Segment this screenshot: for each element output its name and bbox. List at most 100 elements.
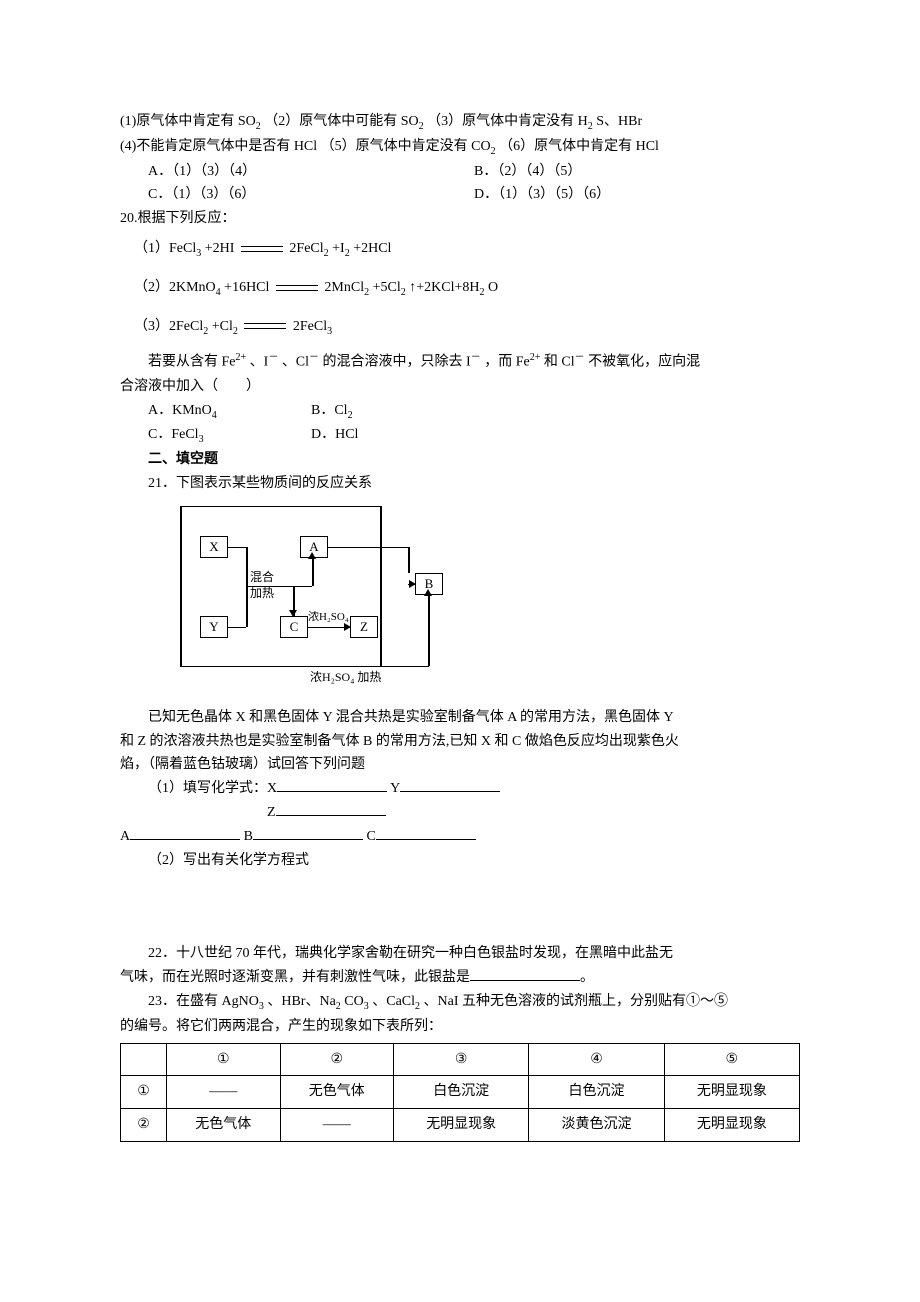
txt: C．FeCl [148,427,199,442]
txt: A [120,829,130,844]
diagram-line [380,506,382,586]
q19-opt-c: C．（1）（3）（6） [148,183,474,207]
q22-line1: 22．十八世纪 70 年代，瑞典化学家舍勒在研究一种白色银盐时发现，在黑暗中此盐… [120,942,800,966]
blank-field[interactable] [253,826,363,840]
txt: (1)原气体中肯定有 SO [120,114,256,129]
node-c: C [280,616,308,638]
sub: 2 [419,121,424,132]
txt: 2MnCl [324,280,364,295]
q23-line1: 23．在盛有 AgNO3 、HBr、Na2 CO3 、CaCl2 、NaI 五种… [120,990,800,1015]
blank-field[interactable] [130,826,240,840]
txt: （2）2KMnO [134,280,216,295]
sup: 2+ [530,352,541,363]
diagram-line [312,558,314,586]
txt: Y [390,781,400,796]
txt: （1）FeCl [134,241,196,256]
q21-sub1: （1）填写化学式：X Y [120,777,800,801]
sub: 3 [259,1001,264,1012]
table-header-cell: ⑤ [664,1043,799,1076]
sub: 4 [216,287,221,298]
diagram-line [380,666,429,668]
txt: CO [344,994,363,1009]
diagram-line [328,547,408,549]
equals-line-icon [241,246,283,252]
txt: （3）2FeCl [134,319,203,334]
sub: 2 [588,121,593,132]
txt: +2HI [205,241,235,256]
q21-subabc: A B C [120,825,800,849]
q20-eq3: （3）2FeCl2 +Cl2 2FeCl3 [134,315,800,340]
blank-field[interactable] [276,802,386,816]
table-cell: 无明显现象 [664,1109,799,1142]
q20-opt-d: D．HCl [311,423,474,448]
table-header-cell: ① [166,1043,280,1076]
txt: 、NaI 五种无色溶液的试剂瓶上，分别贴有①～⑤ [424,994,729,1009]
q21-p1c: 焰，（隔着蓝色钴玻璃）试回答下列问题 [120,753,800,777]
table-cell: 无色气体 [166,1109,280,1142]
txt: C [366,829,375,844]
txt: 、I [250,355,269,370]
blank-field[interactable] [470,968,580,982]
txt: （3）原气体中肯定没有 H [427,114,588,129]
sup: － [268,352,278,363]
sub: 2 [233,325,238,336]
q21-diagram: X Y A C Z B 混合 加热 浓H₂SO₄ [180,506,470,696]
node-y: Y [200,616,228,638]
diagram-line [408,547,410,573]
diagram-line [180,506,380,508]
txt: 、CaCl [372,994,415,1009]
table-cell: —— [280,1109,394,1142]
table-header-cell: ④ [529,1043,664,1076]
sub: 2 [345,248,350,259]
table-cell: 淡黄色沉淀 [529,1109,664,1142]
txt: +Cl [212,319,233,334]
diagram-line [228,627,246,629]
txt: 气味，而在光照时逐渐变黑，并有刺激性气味，此银盐是 [120,970,470,985]
sup: 2+ [236,352,247,363]
sub: 3 [327,325,332,336]
txt: 2FeCl [293,319,327,334]
arrow-right-icon [409,580,416,588]
table-cell: 无色气体 [280,1076,394,1109]
txt: 、HBr、Na [267,994,335,1009]
table-cell: —— [166,1076,280,1109]
table-header-cell: ② [280,1043,394,1076]
sub: 3 [196,248,201,259]
sup: － [309,352,319,363]
table-cell: 无明显现象 [394,1109,529,1142]
q21-p1a: 已知无色晶体 X 和黑色固体 Y 混合共热是实验室制备气体 A 的常用方法，黑色… [120,706,800,730]
diagram-line [428,595,430,666]
blank-field[interactable] [277,779,387,793]
txt: S、HBr [596,114,642,129]
table-cell: 白色沉淀 [529,1076,664,1109]
q19-options: A．（1）（3）（4） B．（2）（4）（5） C．（1）（3）（6） D．（1… [148,160,800,208]
q20-intro: 20.根据下列反应： [120,207,800,231]
sub: 2 [336,1001,341,1012]
q20-eq1: （1）FeCl3 +2HI 2FeCl2 +I2 +2HCl [134,237,800,262]
diagram-line [228,547,246,549]
q20-opt-b: B．Cl2 [311,399,474,424]
arrow-down-icon [289,610,297,617]
q19-opt-d: D．（1）（3）（5）（6） [474,183,800,207]
txt: +16HCl [224,280,269,295]
table-cell: ① [121,1076,167,1109]
txt: ，而 Fe [484,355,530,370]
table-header-cell: ③ [394,1043,529,1076]
txt: 的混合溶液中，只除去 I [323,355,471,370]
diagram-line [180,506,182,666]
q19-statements: (1)原气体中肯定有 SO2 （2）原气体中可能有 SO2 （3）原气体中肯定没… [120,110,800,135]
q23-line2: 的编号。将它们两两混合，产生的现象如下表所列： [120,1015,800,1039]
blank-field[interactable] [400,779,500,793]
table-header-cell [121,1043,167,1076]
sub: 2 [256,121,261,132]
txt: 23．在盛有 AgNO [148,994,259,1009]
q21-subz: Z [267,801,800,825]
txt: B．Cl [311,403,348,418]
diagram-line [180,666,380,668]
txt: 。 [580,970,594,985]
q20-opt-c: C．FeCl3 [148,423,311,448]
q23-table: ①②③④⑤①——无色气体白色沉淀白色沉淀无明显现象②无色气体——无明显现象淡黄色… [120,1043,800,1142]
txt: B [244,829,253,844]
txt: （1）填写化学式：X [148,781,277,796]
blank-field[interactable] [376,826,476,840]
